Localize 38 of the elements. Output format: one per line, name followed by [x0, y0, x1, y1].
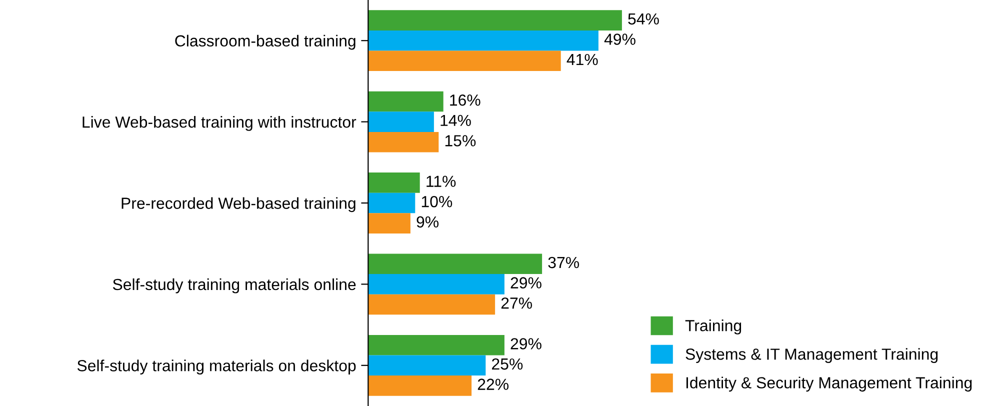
bar [368, 334, 504, 356]
bar [368, 192, 416, 214]
data-label: 25% [492, 358, 523, 370]
data-label: 10% [422, 196, 452, 208]
data-label: 22% [478, 378, 509, 390]
bar [368, 294, 496, 315]
bar [368, 254, 542, 274]
bar [368, 112, 434, 132]
bar [368, 132, 439, 152]
bar [368, 91, 444, 112]
y-tick-label: Self-study training materials on desktop [77, 360, 356, 374]
bar [368, 172, 420, 193]
data-label: 41% [566, 54, 598, 66]
bar [368, 10, 622, 30]
bar [368, 274, 504, 294]
data-label: 14% [440, 114, 471, 126]
bar [368, 376, 472, 396]
data-label: 15% [445, 135, 476, 146]
bar [368, 30, 598, 51]
data-label: 54% [628, 13, 659, 25]
data-label: 16% [450, 94, 480, 106]
y-tick-label: Self-study training materials online [112, 278, 356, 294]
legend-label: Training [685, 320, 742, 334]
data-label: 9% [416, 216, 439, 228]
bar [368, 355, 486, 376]
data-label: 29% [510, 277, 542, 288]
data-label: 27% [501, 297, 532, 309]
data-label: 37% [548, 256, 580, 268]
bar [368, 213, 410, 234]
data-label: 49% [604, 34, 636, 45]
data-label: 29% [510, 338, 542, 350]
legend-label: Systems & IT Management Training [686, 348, 938, 363]
y-tick-label: Classroom-based training [175, 34, 356, 50]
y-tick-label: Pre-recorded Web-based training [122, 197, 356, 212]
data-label: 11% [426, 176, 456, 187]
y-tick-label: Live Web-based training with instructor [82, 116, 356, 131]
bar [368, 50, 561, 72]
legend-label: Identity & Security Management Training [686, 376, 972, 392]
